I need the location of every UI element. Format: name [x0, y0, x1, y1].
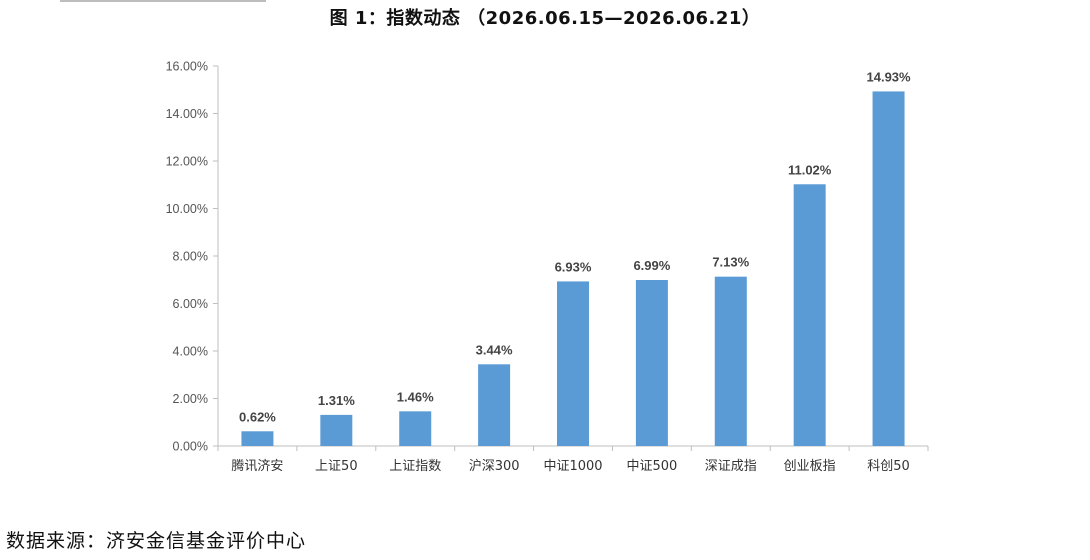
- bar-chart: 0.00% 2.00% 4.00% 6.00% 8.00% 10.00% 12.00% 14.…: [166, 60, 929, 474]
- bar: [320, 414, 353, 446]
- bar-value-label: 1.31%: [318, 393, 355, 408]
- bar: [241, 431, 274, 446]
- category-label: 中证500: [626, 459, 677, 474]
- bar: [793, 184, 826, 446]
- bar-value-label: 6.93%: [555, 259, 592, 274]
- bar-value-label: 11.02%: [788, 162, 832, 177]
- category-label: 沪深300: [469, 458, 520, 474]
- y-tick-label: 10.00%: [166, 202, 208, 216]
- y-tick-label: 0.00%: [173, 440, 208, 454]
- source-note: 数据来源：济安金信基金评价中心: [6, 530, 307, 552]
- y-tick-label: 8.00%: [173, 250, 208, 264]
- bar-value-label: 1.46%: [397, 389, 434, 404]
- y-tick-label: 14.00%: [166, 107, 208, 121]
- bar: [399, 411, 432, 446]
- bar-value-label: 0.62%: [239, 409, 276, 424]
- category-label: 科创50: [867, 459, 910, 474]
- bar-value-label: 7.13%: [712, 255, 749, 270]
- bar: [714, 276, 747, 446]
- category-label: 上证50: [315, 459, 358, 474]
- figure-title: 图 1：指数动态 （2026.06.15—2026.06.21）: [329, 8, 761, 29]
- bar-value-label: 6.99%: [633, 258, 670, 273]
- category-label: 上证指数: [389, 459, 441, 474]
- bar: [557, 281, 589, 446]
- category-label: 创业板指: [784, 459, 836, 474]
- y-tick-label: 16.00%: [166, 60, 208, 74]
- bar: [635, 279, 668, 446]
- bar-value-label: 3.44%: [476, 342, 513, 357]
- category-label: 中证1000: [543, 459, 602, 474]
- bar: [872, 91, 905, 446]
- bar: [478, 364, 511, 446]
- category-label: 腾讯济安: [231, 458, 283, 474]
- bar-value-label: 14.93%: [867, 69, 912, 84]
- y-tick-label: 12.00%: [166, 155, 208, 169]
- top-divider: [60, 0, 266, 2]
- y-tick-label: 6.00%: [173, 297, 208, 311]
- y-tick-label: 4.00%: [173, 345, 208, 359]
- category-label: 深证成指: [705, 459, 757, 474]
- y-tick-label: 2.00%: [173, 392, 208, 406]
